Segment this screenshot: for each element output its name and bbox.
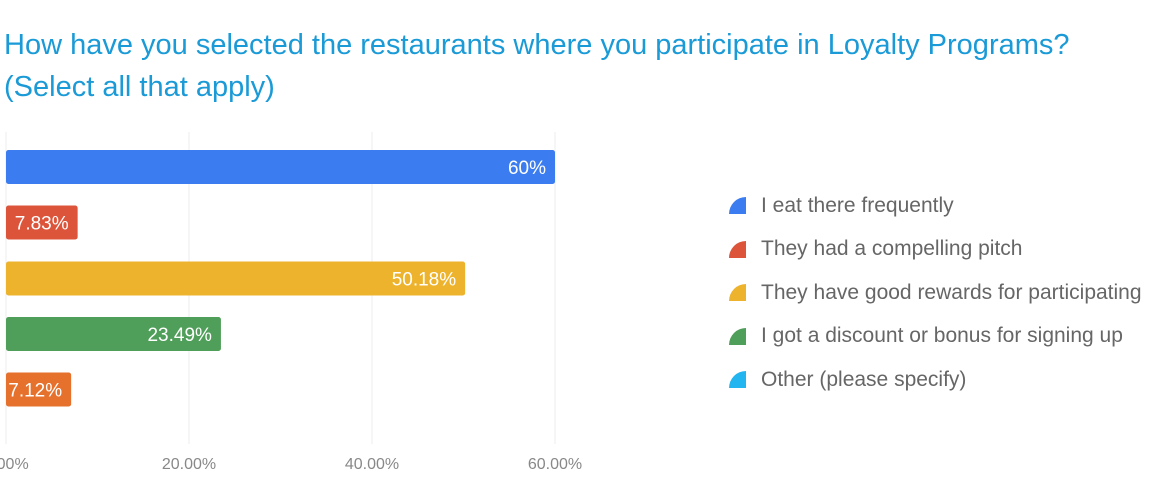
legend-label: I got a discount or bonus for signing up <box>761 324 1123 348</box>
legend-label: They had a compelling pitch <box>761 237 1023 261</box>
bar-value-label: 7.83% <box>15 214 69 235</box>
bar <box>6 261 466 296</box>
bar-value-label: 23.49% <box>147 325 212 346</box>
legend-swatch-icon <box>729 327 746 345</box>
bar-value-label: 60% <box>508 158 546 179</box>
legend-swatch-icon <box>729 240 746 258</box>
chart-legend: I eat there frequently They had a compell… <box>729 184 1169 402</box>
legend-swatch-icon <box>729 197 746 215</box>
legend-item: I eat there frequently <box>729 184 1169 228</box>
x-tick-label: 20.00% <box>162 456 216 473</box>
chart-title-line-2: (Select all that apply) <box>4 71 275 103</box>
legend-swatch-icon <box>729 284 746 302</box>
x-tick-label: 0.00% <box>0 456 29 473</box>
x-tick-label: 40.00% <box>345 456 399 473</box>
legend-item: Other (please specify) <box>729 358 1169 402</box>
bar <box>6 317 221 351</box>
legend-item: I got a discount or bonus for signing up <box>729 315 1169 359</box>
legend-swatch-icon <box>729 371 746 389</box>
bar <box>6 205 78 240</box>
legend-label: They have good rewards for participating <box>761 280 1142 304</box>
bar-chart: 0.00% 20.00% 40.00% 60.00% 60% 7.83% 50.18% 23.… <box>0 132 582 473</box>
bar <box>6 372 72 407</box>
bar-value-label: 7.12% <box>8 381 62 402</box>
chart-title: How have you selected the restaurants wh… <box>4 24 1169 108</box>
bar <box>6 150 555 184</box>
legend-item: They had a compelling pitch <box>729 228 1169 272</box>
chart-title-line-1: How have you selected the restaurants wh… <box>4 29 1070 61</box>
legend-label: Other (please specify) <box>761 367 967 391</box>
legend-item: They have good rewards for participating <box>729 271 1169 315</box>
legend-label: I eat there frequently <box>761 193 954 217</box>
bar-value-label: 50.18% <box>392 270 457 291</box>
x-tick-label: 60.00% <box>528 456 582 473</box>
